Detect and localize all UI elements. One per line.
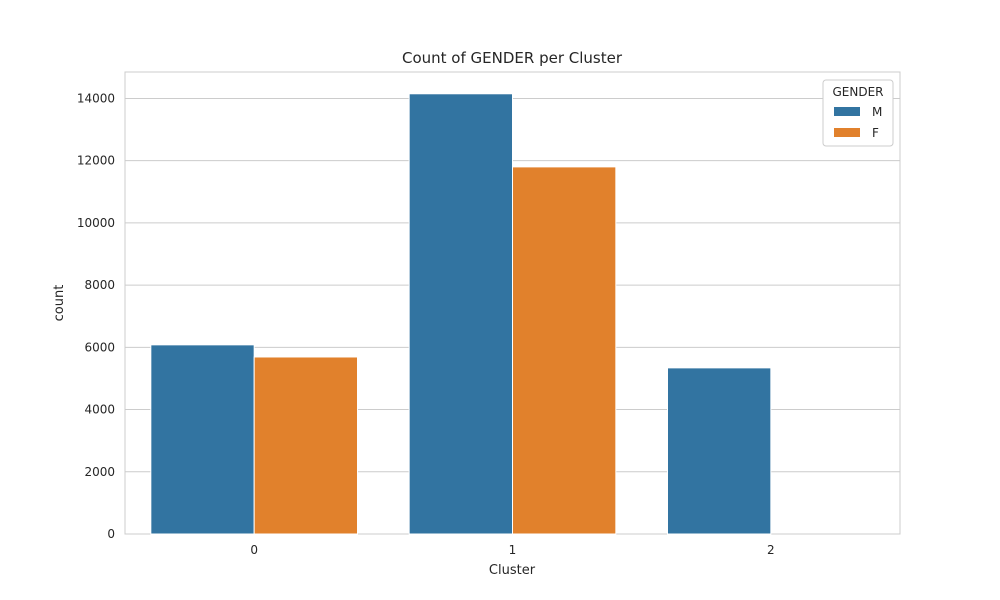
y-tick-label: 6000 bbox=[84, 340, 115, 354]
bar-cluster-1-f bbox=[512, 166, 617, 535]
x-tick-label: 1 bbox=[509, 543, 517, 557]
x-tick-label: 2 bbox=[767, 543, 775, 557]
bar-cluster-2-m bbox=[667, 367, 772, 535]
y-tick-label: 14000 bbox=[77, 91, 115, 105]
legend-swatch-f bbox=[834, 128, 860, 137]
bar-cluster-0-f bbox=[253, 356, 359, 535]
bar-cluster-0-m bbox=[150, 344, 255, 535]
y-tick-label: 10000 bbox=[77, 216, 115, 230]
legend-swatch-m bbox=[834, 107, 860, 116]
bar-cluster-1-m bbox=[408, 93, 513, 535]
y-tick-label: 8000 bbox=[84, 278, 115, 292]
y-tick-label: 0 bbox=[107, 527, 115, 541]
x-axis-ticks: 0 1 2 bbox=[250, 543, 774, 557]
x-tick-label: 0 bbox=[250, 543, 258, 557]
y-tick-label: 12000 bbox=[77, 154, 115, 168]
legend: GENDER M F bbox=[822, 79, 894, 147]
chart-title: Count of GENDER per Cluster bbox=[402, 49, 623, 67]
y-tick-label: 4000 bbox=[84, 403, 115, 417]
legend-label-f: F bbox=[872, 126, 879, 140]
legend-title: GENDER bbox=[832, 85, 883, 99]
y-axis-label: count bbox=[52, 285, 67, 322]
bars bbox=[150, 93, 772, 535]
legend-label-m: M bbox=[872, 105, 882, 119]
y-tick-label: 2000 bbox=[84, 465, 115, 479]
x-axis-label: Cluster bbox=[489, 563, 536, 578]
y-axis-ticks: 0 2000 4000 6000 8000 10000 12000 14000 bbox=[77, 91, 115, 541]
